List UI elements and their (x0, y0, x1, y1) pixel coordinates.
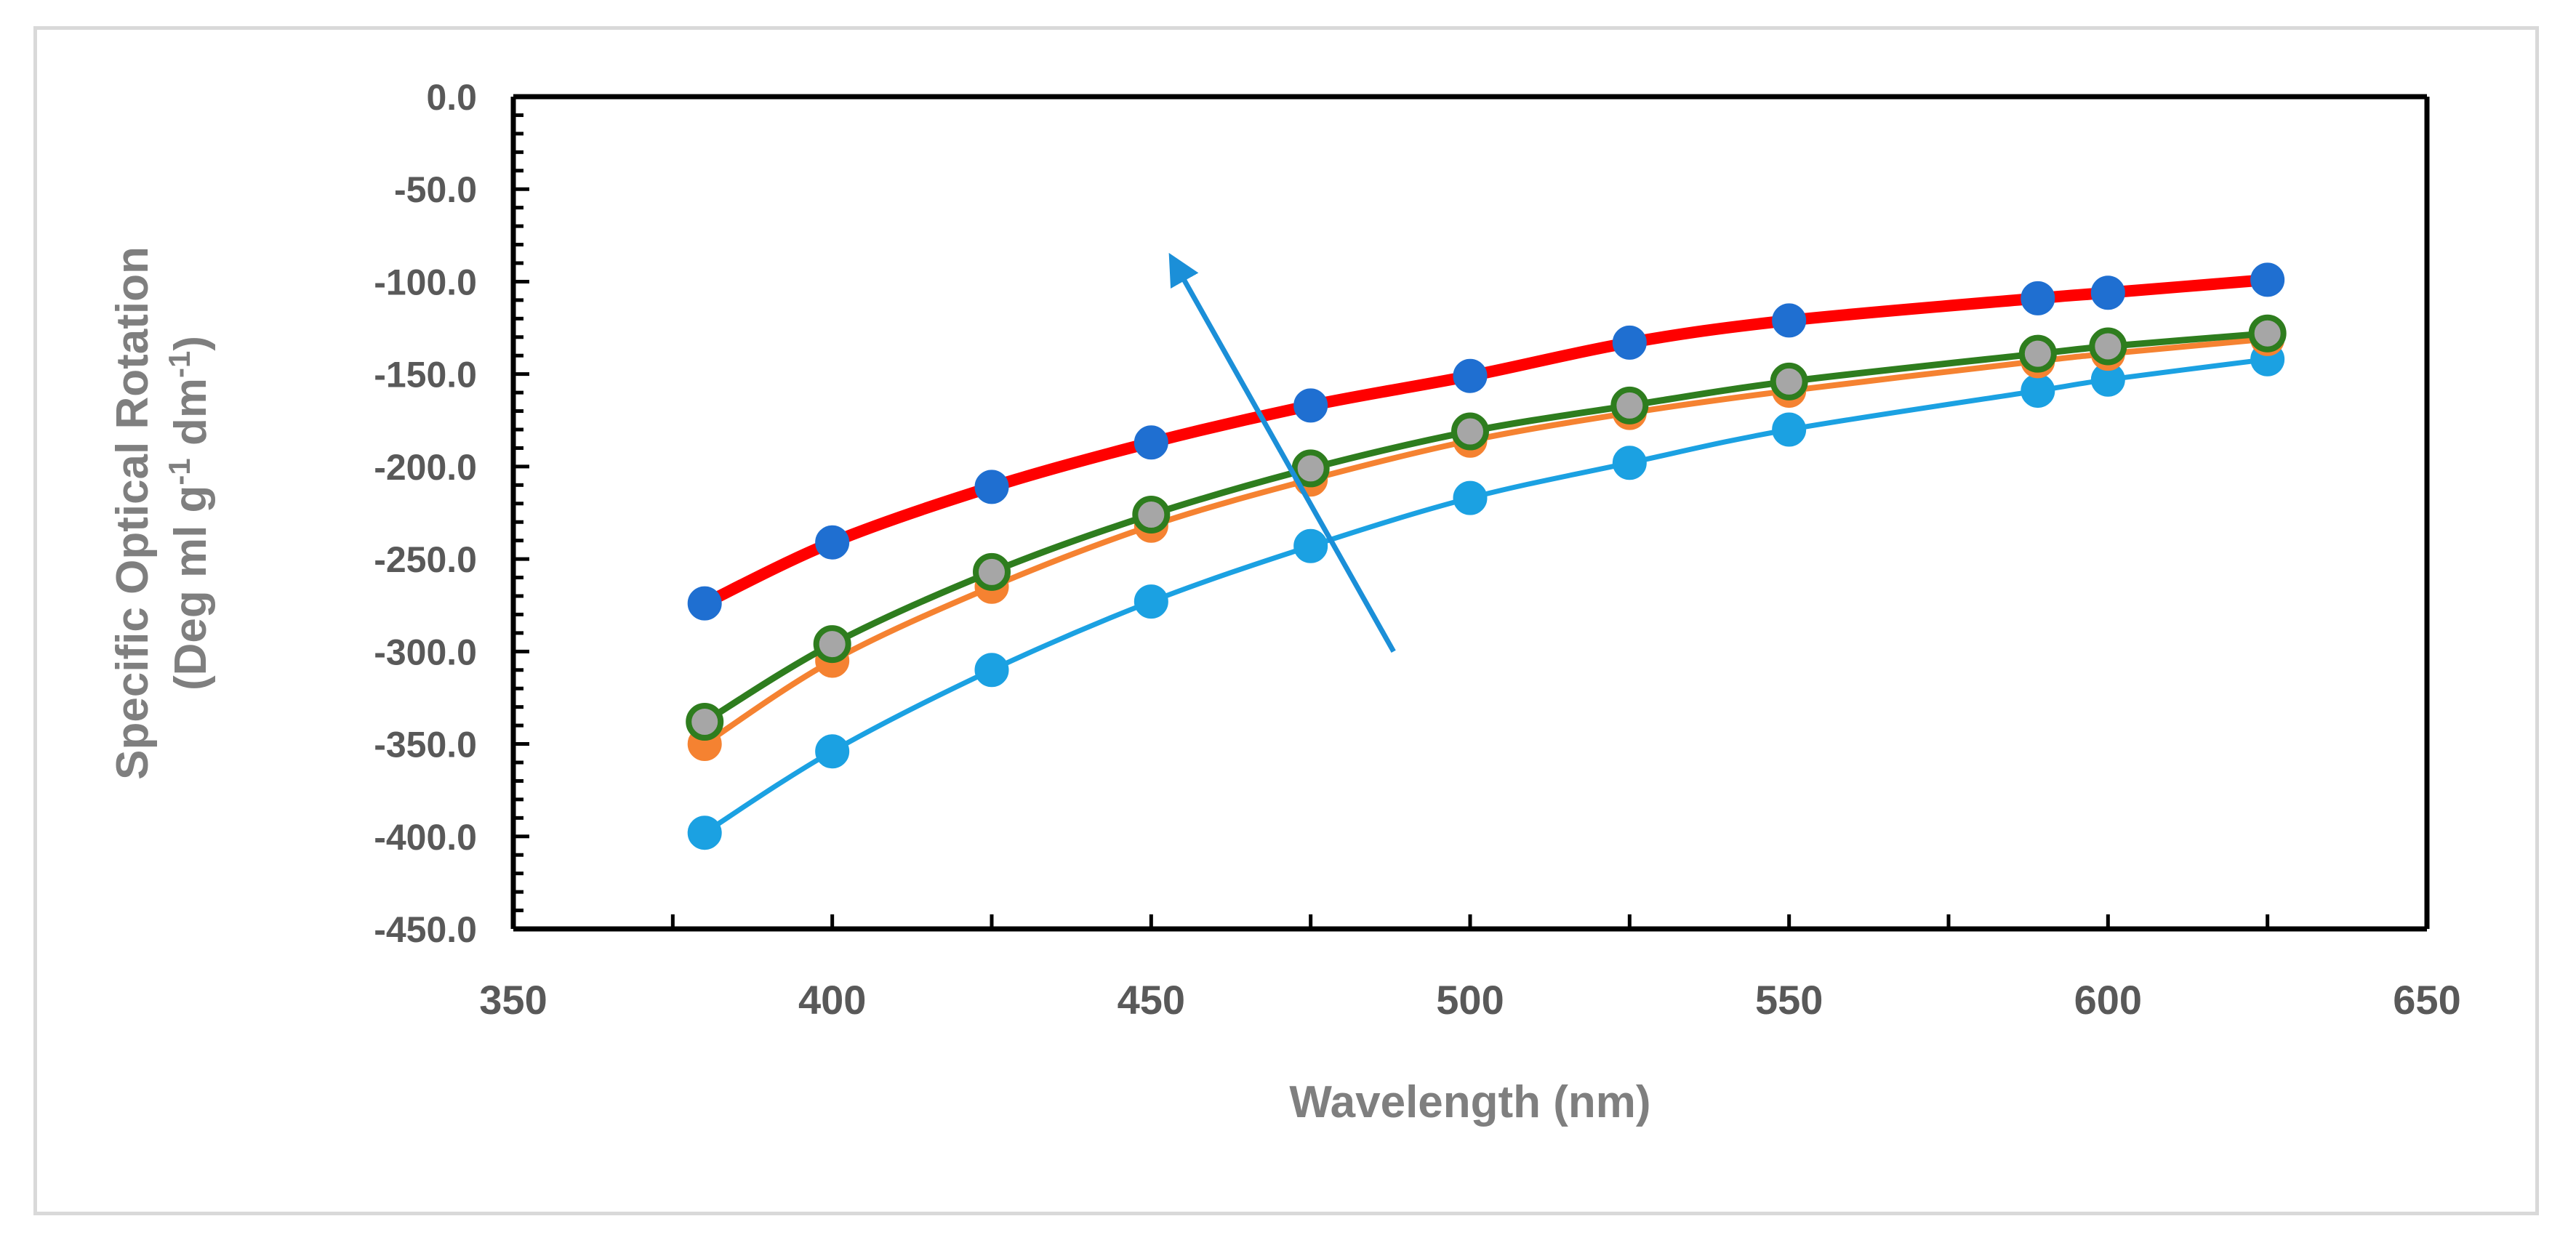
arrow-layer (1168, 252, 1396, 653)
x-tick-label: 550 (1755, 977, 1823, 1023)
series-1-point-589 (2021, 374, 2055, 408)
series-1-point-525 (1612, 446, 1647, 480)
series-3-point-380 (686, 703, 724, 741)
series-3-point-400 (813, 625, 851, 664)
series-3-point-450 (1132, 496, 1171, 534)
series-4-point-500 (1453, 358, 1488, 393)
y-axis-title-superscript: -1 (162, 351, 196, 378)
series-4-point-525 (1612, 325, 1647, 360)
series-4-point-625 (2250, 262, 2285, 297)
series-1-point-550 (1772, 412, 1807, 447)
series-4-point-400 (815, 525, 850, 560)
series-1-point-475 (1293, 528, 1328, 563)
series-4-point-600 (2090, 275, 2125, 310)
y-tick-label: -250.0 (374, 539, 477, 580)
series-1-point-500 (1453, 480, 1488, 515)
series-3-point-600 (2089, 327, 2127, 366)
y-axis-title: Specific Optical Rotation (Deg ml g-1 dm-… (108, 246, 216, 780)
label-layer: 0.0 -50.0 -100.0 -150.0 -200.0 -250.0 -300.0 -3… (108, 77, 2461, 1127)
y-tick-label: -150.0 (374, 355, 477, 395)
y-tick-label: -200.0 (374, 447, 477, 488)
series-3-point-475 (1291, 449, 1330, 488)
series-layer (686, 262, 2287, 850)
x-tick-label: 500 (1436, 977, 1504, 1023)
y-tick-label: 0.0 (426, 77, 477, 118)
series-4-point-475 (1293, 388, 1328, 423)
series-3-point-550 (1770, 362, 1808, 400)
y-tick-label: -350.0 (374, 725, 477, 765)
series-4-point-380 (687, 586, 722, 621)
series-3-point-589 (2018, 334, 2057, 373)
series-3-point-500 (1451, 412, 1489, 451)
y-axis-title-segment: ) (166, 336, 216, 351)
x-tick-label: 350 (479, 977, 547, 1023)
series-1 (687, 342, 2285, 850)
series-4-point-425 (974, 470, 1009, 504)
series-1-point-425 (974, 653, 1009, 688)
y-tick-label: -100.0 (374, 262, 477, 302)
chart-frame (33, 26, 2539, 1215)
x-axis-title: Wavelength (nm) (1289, 1077, 1650, 1127)
series-3-point-525 (1610, 386, 1649, 424)
y-axis-title-line1: Specific Optical Rotation (108, 246, 158, 780)
series-4-point-589 (2021, 281, 2055, 315)
series-4-point-550 (1772, 303, 1807, 338)
y-tick-label: -300.0 (374, 632, 477, 672)
y-axis-title-segment: (Deg ml g (166, 486, 216, 691)
y-tick-label: -400.0 (374, 817, 477, 858)
series-3-point-425 (973, 552, 1011, 591)
series-4-point-450 (1133, 425, 1168, 460)
y-tick-label: -50.0 (394, 169, 477, 210)
series-1-point-380 (687, 816, 722, 850)
y-tick-label: -450.0 (374, 909, 477, 950)
series-1-point-400 (815, 734, 850, 769)
y-axis-title-segment: dm (166, 378, 216, 458)
x-tick-label: 650 (2393, 977, 2460, 1023)
series-4 (687, 262, 2285, 621)
axis-layer (510, 94, 2430, 932)
series-1-point-450 (1133, 584, 1168, 619)
series-3 (686, 314, 2287, 741)
series-3-point-625 (2248, 314, 2287, 353)
trend-arrow (1168, 252, 1396, 653)
y-axis-title-line2: (Deg ml g-1 dm-1) (162, 336, 216, 691)
x-tick-label: 450 (1118, 977, 1185, 1023)
x-tick-label: 400 (798, 977, 866, 1023)
x-tick-label: 600 (2074, 977, 2142, 1023)
y-axis-title-superscript: -1 (162, 458, 196, 485)
